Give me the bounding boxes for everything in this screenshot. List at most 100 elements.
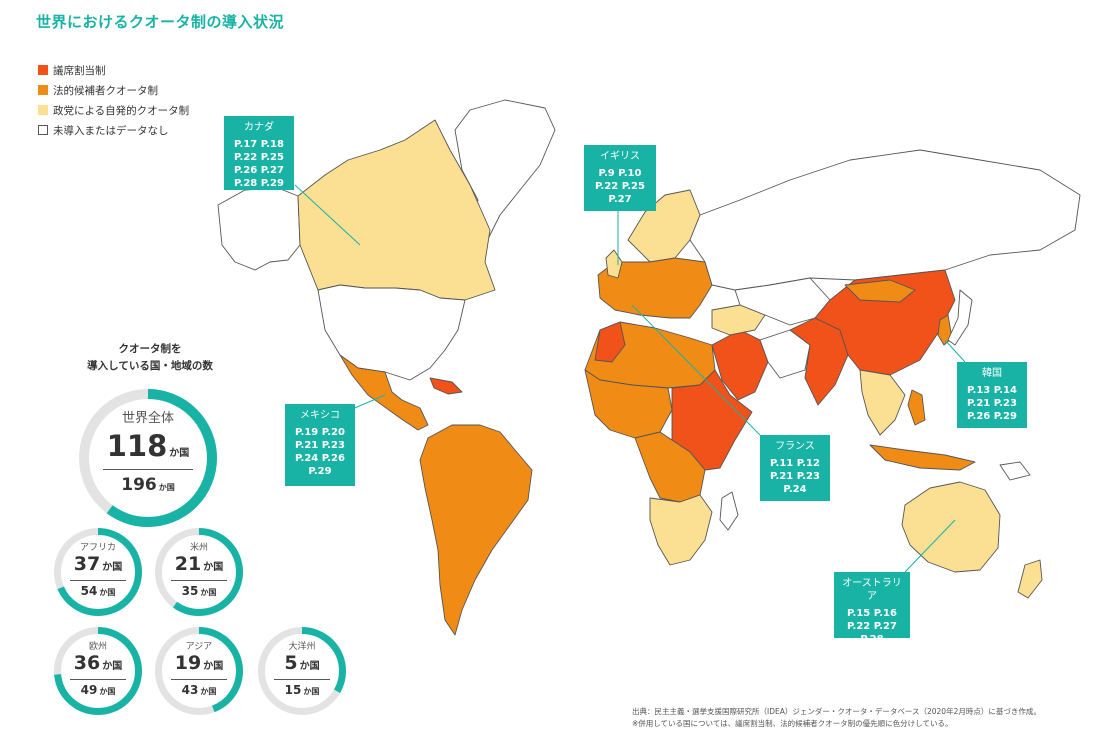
callout-pages: P.22 P.25: [234, 152, 284, 163]
region-japan: [947, 289, 973, 346]
region-mongolia: [844, 279, 916, 303]
callout-name: カナダ: [244, 122, 274, 133]
ring-chart: [54, 627, 142, 715]
ring-unit: か国: [99, 588, 116, 597]
legend-label: 議席割当制: [53, 64, 106, 77]
region-png: [999, 461, 1031, 481]
ring-unit: か国: [158, 483, 175, 492]
region-philippines: [907, 389, 926, 426]
ring-progress: [79, 389, 217, 527]
callout-korea: 韓国 P.13 P.14 P.21 P.23 P.26 P.29: [957, 362, 1027, 428]
callout-name: メキシコ: [300, 410, 340, 421]
legend-item-voluntary: 政党による自発的クオータ制: [38, 100, 189, 120]
ring-divider: [103, 469, 193, 470]
ring-name: 世界全体: [121, 411, 174, 426]
callout-mexico: メキシコ P.19 P.20 P.21 P.23 P.24 P.26 P.29: [285, 404, 355, 486]
ring-count: 5 か国: [258, 652, 346, 674]
callout-name: オーストラリア: [842, 578, 902, 602]
ring-progress: [258, 627, 346, 715]
ring-unit: か国: [169, 448, 190, 459]
legend-swatch-reserved: [38, 65, 48, 75]
ring-oceania: 大洋州 5 か国 15 か国: [258, 627, 346, 715]
ring-total-value: 54: [80, 584, 98, 598]
ring-count-value: 37: [73, 553, 101, 575]
ring-count: 19 か国: [155, 652, 243, 674]
ring-total-value: 196: [121, 475, 157, 495]
ring-count-value: 118: [106, 429, 168, 463]
callout-pages: P.24: [783, 484, 807, 495]
ring-total-value: 35: [181, 584, 199, 598]
callout-uk: イギリス P.9 P.10 P.22 P.25 P.27: [584, 145, 656, 211]
callout-pages: P.22 P.27: [847, 621, 897, 632]
ring-name: アフリカ: [79, 543, 116, 553]
region-australia: [901, 481, 1001, 573]
callout-pages: P.26 P.27: [234, 165, 284, 176]
callout-pages: P.19 P.20: [295, 427, 345, 438]
ring-name: 大洋州: [288, 642, 316, 652]
region-caribbean: [429, 377, 463, 395]
ring-divider: [274, 679, 330, 680]
ring-count: 21 か国: [155, 553, 243, 575]
ring-total: 43 か国: [155, 683, 243, 697]
region-indonesia: [869, 444, 976, 471]
callout-pages: P.22 P.25: [595, 181, 645, 192]
callout-pages: P.15 P.16: [847, 608, 897, 619]
rings-title: クオータ制を 導入している国・地域の数: [50, 341, 250, 375]
region-south-america: [419, 424, 533, 636]
callout-name: 韓国: [982, 368, 1002, 379]
legend-swatch-none: [38, 125, 48, 135]
region-new-zealand: [1017, 559, 1043, 599]
callout-pages: P.27: [608, 194, 632, 205]
ring-unit: か国: [299, 661, 320, 672]
legend-label: 法的候補者クオータ制: [53, 84, 158, 97]
ring-unit: か国: [99, 687, 116, 696]
callout-pages: P.28 P.29: [234, 178, 284, 189]
ring-name: アジア: [185, 642, 213, 652]
callout-pages: P.21 P.23: [967, 398, 1017, 409]
ring-asia: アジア 19 か国 43 か国: [155, 627, 243, 715]
ring-count-value: 21: [174, 553, 202, 575]
ring-total: 49 か国: [54, 683, 142, 697]
ring-africa: アフリカ 37 か国 54 か国: [54, 528, 142, 616]
region-korea: [937, 314, 953, 346]
callout-australia: オーストラリア P.15 P.16 P.22 P.27 P.28: [834, 572, 910, 645]
callout-pages: P.29: [308, 466, 332, 477]
legend-swatch-voluntary: [38, 105, 48, 115]
region-south-africa: [649, 494, 713, 566]
source-line: 出典：民主主義・選挙支援国際研究所（IDEA）ジェンダー・クオータ・データベース…: [632, 707, 1041, 716]
ring-total: 196 か国: [79, 475, 217, 495]
ring-total-value: 43: [181, 683, 199, 697]
callout-pages: P.9 P.10: [598, 168, 642, 179]
callout-pages: P.13 P.14: [967, 385, 1017, 396]
ring-unit: か国: [203, 562, 224, 573]
ring-world: 世界全体 118 か国 196 か国: [79, 389, 217, 527]
rings-title-line: クオータ制を: [118, 343, 182, 355]
region-alaska: [217, 187, 301, 271]
leader-korea: [944, 339, 966, 363]
legend-item-none: 未導入またはデータなし: [38, 120, 189, 140]
callout-pages: P.11 P.12: [770, 458, 820, 469]
ring-progress: [54, 528, 142, 616]
ring-chart: [155, 627, 243, 715]
ring-total: 54 か国: [54, 584, 142, 598]
ring-name: 欧州: [88, 642, 107, 652]
ring-count-value: 36: [73, 652, 101, 674]
region-russia: [689, 149, 1081, 291]
ring-divider: [171, 580, 227, 581]
source-note: 出典：民主主義・選挙支援国際研究所（IDEA）ジェンダー・クオータ・データベース…: [632, 706, 1112, 730]
callout-pages: P.17 P.18: [234, 139, 284, 150]
rings-title-line: 導入している国・地域の数: [87, 360, 213, 372]
ring-progress: [155, 528, 243, 616]
ring-count-value: 5: [284, 652, 298, 674]
legend-item-reserved: 議席割当制: [38, 60, 189, 80]
ring-divider: [70, 679, 126, 680]
ring-progress: [54, 627, 142, 715]
legend-label: 未導入またはデータなし: [53, 124, 169, 137]
leader-france: [631, 304, 761, 436]
region-europe-west: [597, 257, 713, 319]
ring-unit: か国: [200, 588, 217, 597]
ring-chart: [54, 528, 142, 616]
region-central-africa: [634, 431, 706, 503]
ring-progress: [155, 627, 243, 715]
